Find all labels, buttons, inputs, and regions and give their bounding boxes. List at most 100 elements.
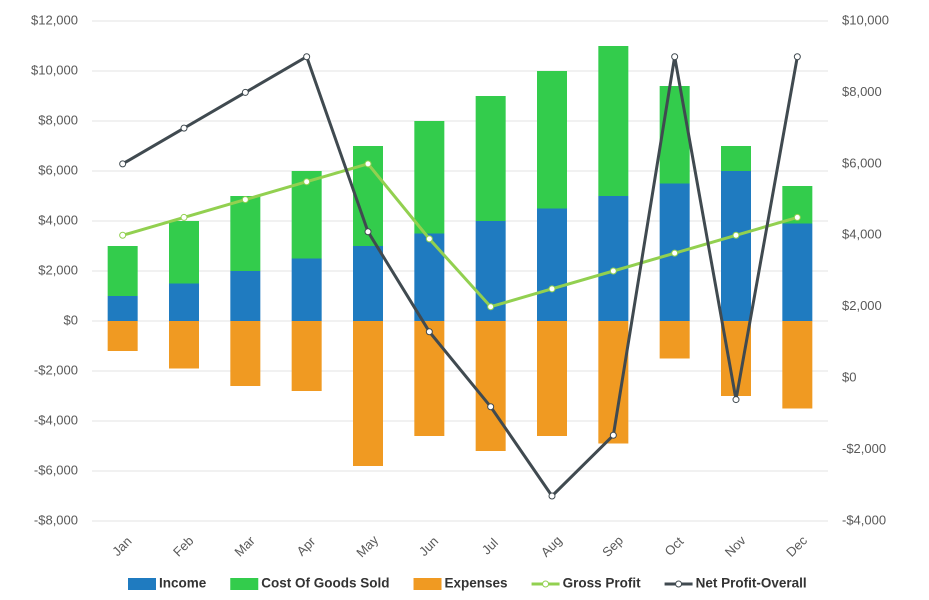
bar (414, 321, 445, 436)
x-tick-label: Apr (293, 533, 318, 558)
line-marker (732, 396, 740, 404)
y-tick-label: -$2,000 (34, 362, 78, 377)
y-tick-label: -$8,000 (34, 512, 78, 527)
line-marker (119, 160, 127, 168)
bar (475, 96, 506, 221)
bar (721, 321, 751, 396)
line-marker (241, 196, 249, 204)
x-tick-label: Sep (599, 533, 626, 560)
legend-label: Cost Of Goods Sold (261, 576, 389, 591)
bar (537, 321, 567, 436)
line-marker (487, 303, 495, 311)
line-marker (241, 88, 249, 96)
y-tick-label: -$6,000 (34, 462, 78, 477)
y2-tick-label: $4,000 (842, 227, 882, 242)
line-marker (609, 267, 617, 275)
x-tick-label: Aug (538, 533, 565, 560)
line-marker (548, 492, 556, 500)
bar (291, 321, 322, 391)
line-marker (671, 53, 679, 61)
bar (353, 321, 383, 466)
y-tick-label: $8,000 (38, 112, 78, 127)
bar (414, 233, 445, 321)
bar (230, 321, 261, 386)
line-marker (364, 160, 372, 168)
bar (169, 283, 199, 321)
line-marker (180, 124, 188, 132)
y2-tick-label: $0 (842, 370, 856, 385)
bar (537, 208, 567, 321)
line-marker (548, 285, 556, 293)
bar (598, 196, 629, 321)
x-tick-label: Jun (416, 534, 441, 559)
line-marker (119, 231, 127, 239)
bar (782, 223, 813, 321)
x-tick-label: Jan (109, 534, 134, 559)
line-marker (180, 213, 188, 221)
x-tick-label: Nov (722, 532, 749, 559)
x-tick-label: Dec (783, 532, 810, 559)
line-marker (732, 231, 740, 239)
legend-label: Net Profit-Overall (696, 576, 807, 591)
line-marker (609, 431, 617, 439)
line-marker (303, 178, 311, 186)
bar (230, 196, 261, 271)
bar (291, 258, 322, 321)
x-tick-label: Oct (661, 534, 686, 559)
y2-tick-label: $10,000 (842, 12, 889, 27)
legend-label: Gross Profit (563, 576, 642, 591)
bar (659, 86, 690, 184)
legend-swatch (413, 578, 442, 590)
bar (721, 146, 751, 171)
y-tick-label: $12,000 (31, 12, 78, 27)
y-tick-label: -$4,000 (34, 412, 78, 427)
y2-tick-label: $2,000 (842, 298, 882, 313)
bar (475, 321, 506, 451)
legend-swatch (230, 578, 259, 590)
y-tick-label: $4,000 (38, 212, 78, 227)
bar (414, 121, 445, 234)
line-marker (303, 53, 311, 61)
bar (721, 171, 751, 321)
y2-tick-label: -$2,000 (842, 441, 886, 456)
legend-label: Income (159, 576, 207, 591)
line-marker (425, 235, 433, 243)
x-tick-label: Mar (231, 533, 258, 560)
bar (230, 271, 261, 321)
bar (598, 321, 629, 444)
bar (598, 46, 629, 196)
legend-marker (675, 580, 683, 588)
legend-marker (542, 580, 550, 588)
bar (169, 321, 199, 369)
bar (353, 246, 383, 321)
legend-label: Expenses (445, 576, 508, 591)
y2-tick-label: -$4,000 (842, 512, 886, 527)
x-tick-label: May (353, 532, 381, 560)
y-tick-label: $10,000 (31, 62, 78, 77)
line-marker (793, 213, 801, 221)
line-marker (793, 53, 801, 61)
y-tick-label: $0 (64, 312, 78, 327)
line-marker (425, 328, 433, 336)
line-marker (487, 403, 495, 411)
line-marker (671, 249, 679, 257)
bar (107, 296, 138, 321)
bar (169, 221, 199, 284)
legend: Income Cost Of Goods Sold Expenses Gross Pr… (128, 576, 807, 591)
bar (659, 321, 690, 359)
x-tick-label: Feb (170, 533, 196, 559)
x-tick-label: Jul (479, 535, 501, 557)
line (121, 54, 799, 499)
bar (782, 321, 813, 409)
bar (537, 71, 567, 209)
bar (107, 246, 138, 296)
y-tick-label: $6,000 (38, 162, 78, 177)
y2-tick-label: $8,000 (842, 84, 882, 99)
bar (107, 321, 138, 351)
line-marker (364, 228, 372, 236)
y-tick-label: $2,000 (38, 262, 78, 277)
legend-swatch (128, 578, 156, 590)
y2-tick-label: $6,000 (842, 155, 882, 170)
line (122, 162, 798, 309)
